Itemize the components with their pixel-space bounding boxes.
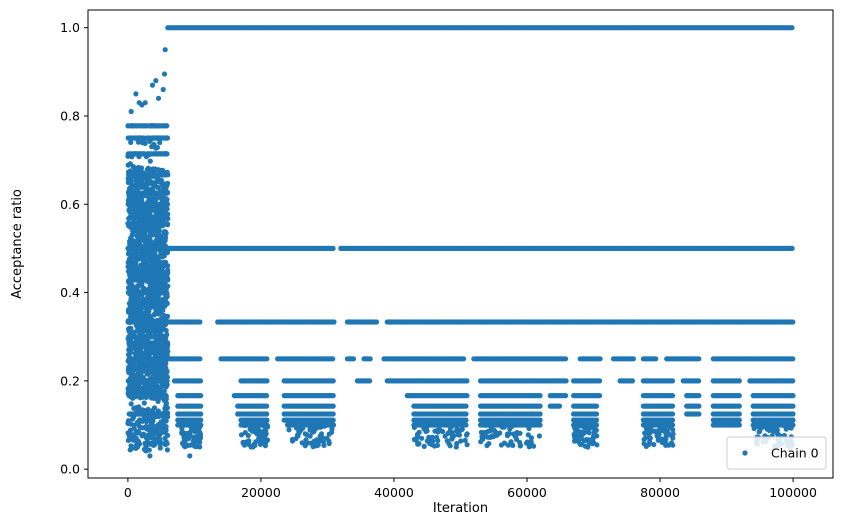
data-point — [198, 393, 204, 399]
data-point — [463, 411, 469, 417]
data-point — [556, 403, 563, 409]
data-point — [563, 378, 569, 384]
data-point — [593, 417, 600, 423]
data-point — [790, 417, 796, 423]
data-point — [736, 422, 742, 428]
data-point — [330, 403, 336, 409]
data-point — [790, 411, 796, 417]
data-point — [563, 356, 569, 362]
data-point — [790, 403, 796, 409]
data-point — [669, 417, 676, 423]
data-point — [630, 356, 637, 362]
data-point — [597, 393, 603, 399]
data-point — [264, 378, 270, 384]
data-point — [736, 411, 742, 417]
data-point — [264, 411, 270, 417]
data-point — [597, 378, 603, 384]
data-point — [653, 356, 659, 362]
data-point — [373, 319, 380, 325]
data-point — [142, 140, 148, 146]
data-point — [330, 378, 336, 384]
data-point — [151, 141, 157, 147]
data-point — [597, 356, 603, 362]
data-point — [563, 393, 569, 399]
data-point — [537, 411, 543, 417]
data-point — [736, 378, 742, 384]
data-point — [790, 378, 796, 384]
data-point — [463, 417, 469, 423]
data-point — [330, 356, 336, 362]
data-point — [128, 139, 134, 145]
data-point — [789, 25, 795, 31]
data-point — [264, 403, 270, 409]
data-point — [629, 378, 636, 384]
data-point — [350, 356, 357, 362]
data-point — [264, 417, 270, 423]
data-point — [330, 417, 336, 423]
data-point — [163, 400, 170, 406]
data-point — [331, 319, 337, 325]
data-point — [147, 158, 153, 164]
data-point — [736, 393, 742, 399]
data-point — [464, 393, 470, 399]
data-point — [197, 319, 203, 325]
data-point — [197, 378, 204, 384]
data-point — [130, 228, 136, 234]
data-point — [696, 393, 702, 399]
data-point — [790, 393, 796, 399]
data-point — [464, 378, 470, 384]
data-point — [198, 411, 204, 417]
data-point — [263, 393, 270, 399]
data-point — [330, 411, 336, 417]
data-point — [198, 417, 204, 423]
data-point — [537, 403, 543, 409]
data-point — [696, 356, 702, 362]
data-point — [696, 378, 702, 384]
data-point — [151, 135, 157, 141]
data-point — [593, 403, 600, 409]
data-point — [696, 411, 702, 417]
data-point — [197, 356, 203, 362]
data-point — [790, 356, 796, 362]
data-point — [463, 403, 469, 409]
data-point — [461, 356, 467, 362]
data-point — [163, 235, 169, 241]
data-point — [537, 417, 543, 423]
data-point — [669, 403, 676, 409]
data-point — [696, 403, 702, 409]
data-point — [367, 356, 373, 362]
data-point — [593, 411, 600, 417]
data-point — [463, 422, 469, 428]
data-point — [736, 403, 742, 409]
data-point — [330, 245, 336, 251]
data-point — [669, 411, 676, 417]
data-point — [537, 393, 543, 399]
data-point — [736, 417, 742, 423]
data-point — [789, 245, 795, 251]
data-point — [330, 393, 336, 399]
data-point — [669, 378, 676, 384]
data-point — [367, 378, 373, 384]
data-point — [264, 356, 270, 362]
data-point — [669, 393, 676, 399]
data-point — [198, 403, 204, 409]
data-point — [790, 319, 796, 325]
scatter-points — [125, 25, 796, 459]
data-point — [537, 422, 543, 428]
